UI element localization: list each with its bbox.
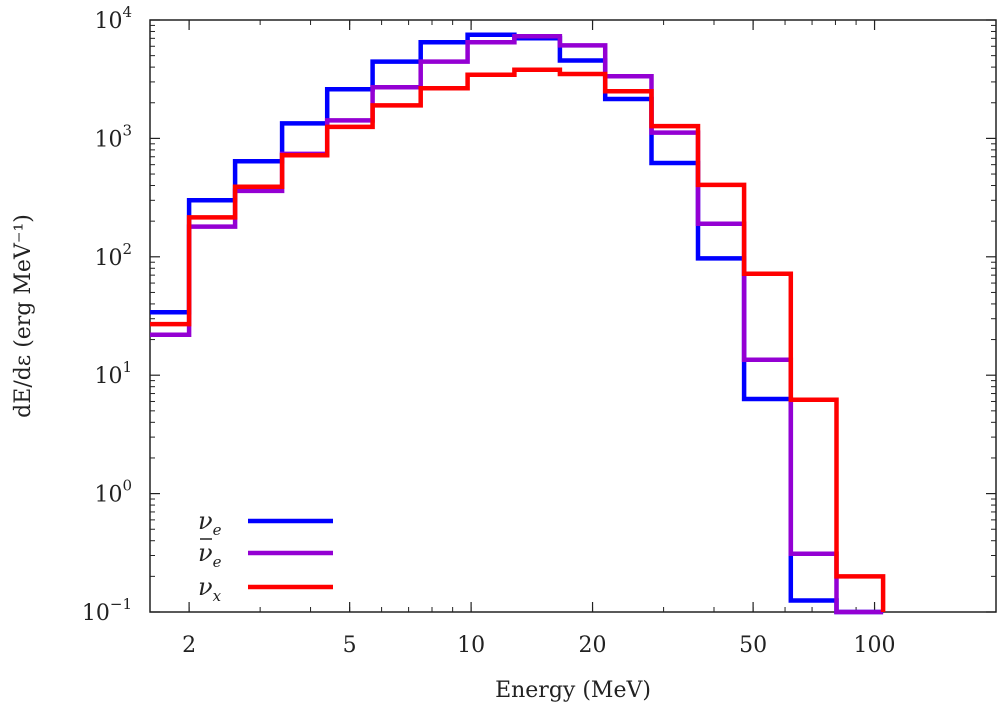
x-axis: 2 5 10 20 50 100 <box>182 20 896 658</box>
y-tick-label: 10−1 <box>82 595 132 626</box>
y-axis-label: dE/dε (erg MeV⁻¹) <box>11 214 36 418</box>
x-axis-label: Energy (MeV) <box>495 678 651 703</box>
y-tick-label: 104 <box>94 3 132 34</box>
x-tick-label: 10 <box>457 633 485 658</box>
x-tick-label: 20 <box>579 633 607 658</box>
y-axis: 10−1 100 101 102 103 104 <box>82 3 996 626</box>
plot-frame <box>149 19 997 613</box>
plot-area <box>150 32 886 615</box>
y-tick-label: 103 <box>94 121 132 152</box>
legend-label: νe <box>198 507 222 539</box>
legend-label: νe <box>198 539 222 571</box>
x-tick-label: 5 <box>343 633 357 658</box>
y-tick-label: 100 <box>94 477 132 508</box>
x-tick-label: 2 <box>182 633 196 658</box>
x-tick-label: 100 <box>854 633 896 658</box>
x-tick-label: 50 <box>739 633 767 658</box>
legend-label: νx <box>198 573 222 605</box>
series-nu-x-line <box>150 67 886 612</box>
series-nu-e-line <box>150 32 884 615</box>
y-tick-label: 102 <box>94 240 132 271</box>
y-tick-label: 101 <box>94 358 132 389</box>
series-nu-e-bar-line <box>150 33 884 615</box>
